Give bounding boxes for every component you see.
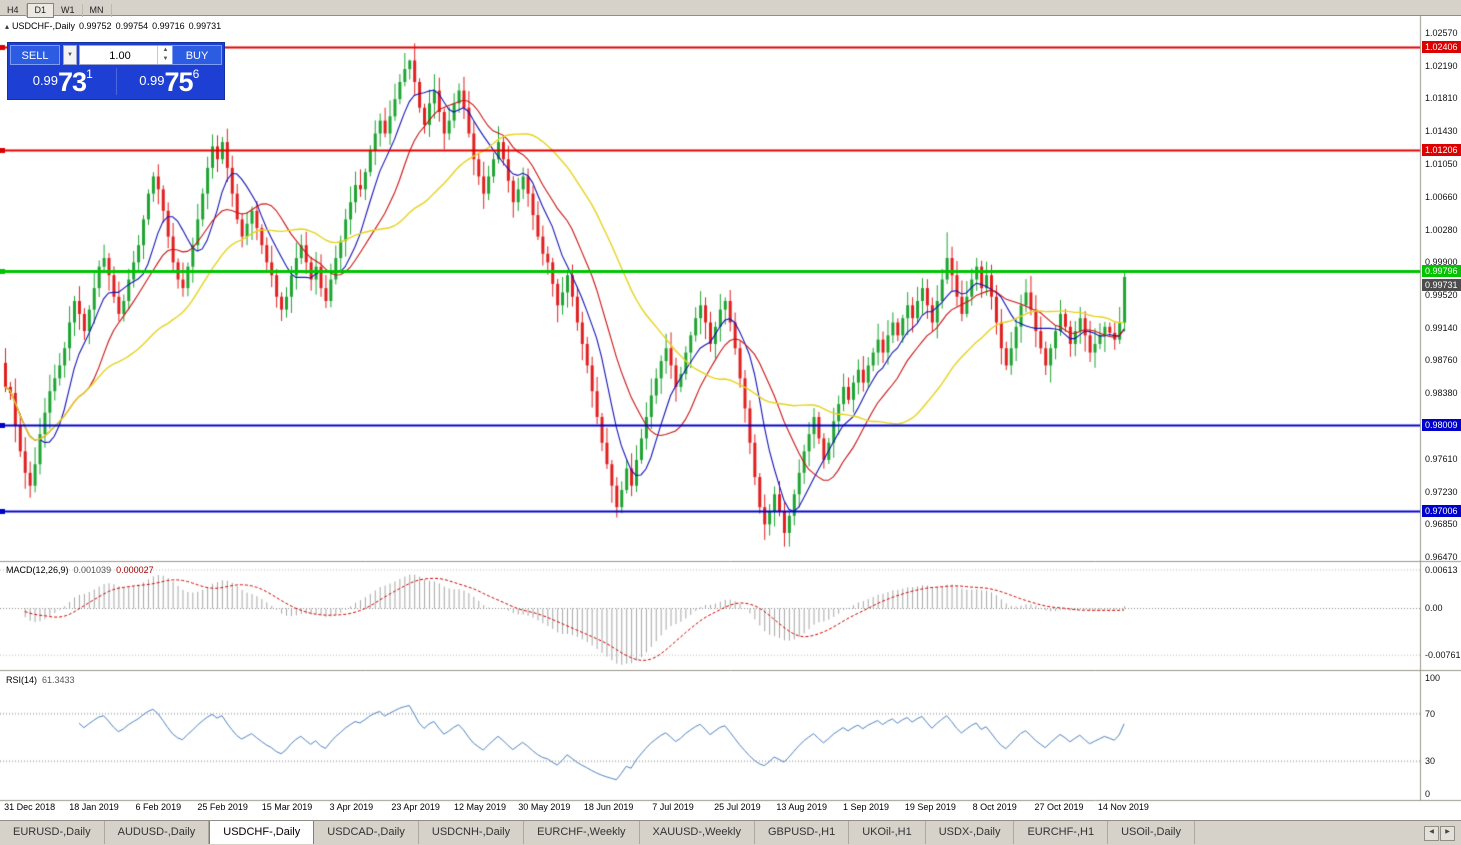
spin-down-icon[interactable]: ▼: [162, 56, 169, 62]
macd-name: MACD(12,26,9): [6, 565, 69, 575]
tab-ukoil-h1[interactable]: UKOil-,H1: [849, 821, 926, 844]
timeframe-d1-button[interactable]: D1: [26, 3, 55, 18]
tab-usdx-daily[interactable]: USDX-,Daily: [926, 821, 1015, 844]
symbol-period-label: USDCHF-,Daily: [12, 21, 76, 31]
chevron-down-icon: ▼: [67, 52, 73, 58]
symbol-tabs: EURUSD-,Daily AUDUSD-,Daily USDCHF-,Daily U…: [0, 821, 1461, 844]
rsi-value: 61.3433: [42, 675, 75, 685]
rsi-name: RSI(14): [6, 675, 38, 685]
low-value: 0.99716: [152, 21, 185, 31]
one-click-trading-panel: SELL ▼ ▲ ▼ BUY 0.99731 0.99756: [7, 42, 225, 100]
collapse-caret-icon[interactable]: ▴: [5, 22, 10, 31]
tab-scroll-left-button[interactable]: ◀: [1424, 826, 1439, 841]
sell-price-point: 1: [86, 67, 93, 81]
macd-label: MACD(12,26,9) 0.001039 0.000027: [6, 565, 154, 575]
buy-button[interactable]: BUY: [172, 45, 222, 65]
buy-price-display[interactable]: 0.99756: [117, 66, 223, 97]
tab-scroll-right-button[interactable]: ▶: [1440, 826, 1455, 841]
sell-price-display[interactable]: 0.99731: [10, 66, 116, 97]
volume-spinner: ▲ ▼: [157, 46, 173, 64]
trade-prices-row: 0.99731 0.99756: [10, 66, 222, 97]
sell-price-pips: 73: [58, 67, 87, 97]
timeframe-toolbar: H4 D1 W1 MN: [0, 0, 1461, 18]
volume-input[interactable]: [80, 46, 160, 66]
tab-eurchf-h1[interactable]: EURCHF-,H1: [1014, 821, 1109, 844]
timeframe-mn-button[interactable]: MN: [83, 4, 112, 17]
price-divider: [115, 68, 117, 95]
symbol-tab-bar: EURUSD-,Daily AUDUSD-,Daily USDCHF-,Daily U…: [0, 820, 1461, 845]
tab-xauusd-weekly[interactable]: XAUUSD-,Weekly: [640, 821, 755, 844]
timeframe-w1-button[interactable]: W1: [54, 4, 83, 17]
buy-price-base: 0.99: [139, 73, 165, 88]
tab-usdcad-daily[interactable]: USDCAD-,Daily: [314, 821, 419, 844]
rsi-label: RSI(14) 61.3433: [6, 675, 75, 685]
sell-price-base: 0.99: [32, 73, 59, 88]
tab-audusd-daily[interactable]: AUDUSD-,Daily: [105, 821, 210, 844]
close-value: 0.99731: [188, 21, 222, 31]
sell-button[interactable]: SELL: [10, 45, 60, 65]
tab-gbpusd-h1[interactable]: GBPUSD-,H1: [755, 821, 850, 844]
tab-usoil-daily[interactable]: USOil-,Daily: [1108, 821, 1195, 844]
macd-main-value: 0.001039: [73, 565, 112, 575]
macd-signal-value: 0.000027: [116, 565, 154, 575]
buy-price-pips: 75: [164, 67, 194, 97]
tab-usdchf-daily[interactable]: USDCHF-,Daily: [209, 821, 315, 844]
tab-eurchf-weekly[interactable]: EURCHF-,Weekly: [524, 821, 640, 844]
spin-up-icon[interactable]: ▲: [162, 47, 169, 53]
tab-usdcnh-daily[interactable]: USDCNH-,Daily: [419, 821, 525, 844]
chart-title: ▴ USDCHF-,Daily 0.99752 0.99754 0.99716 0.997…: [5, 21, 225, 31]
tab-eurusd-daily[interactable]: EURUSD-,Daily: [0, 821, 105, 844]
timeframe-h4-button[interactable]: H4: [0, 4, 27, 17]
buy-price-point: 6: [192, 67, 200, 81]
volume-dropdown-button[interactable]: ▼: [63, 45, 77, 65]
trade-controls-row: SELL ▼ ▲ ▼ BUY: [10, 45, 222, 66]
open-value: 0.99752: [79, 21, 112, 31]
volume-field-wrap: ▲ ▼: [79, 45, 174, 66]
high-value: 0.99754: [115, 21, 149, 31]
